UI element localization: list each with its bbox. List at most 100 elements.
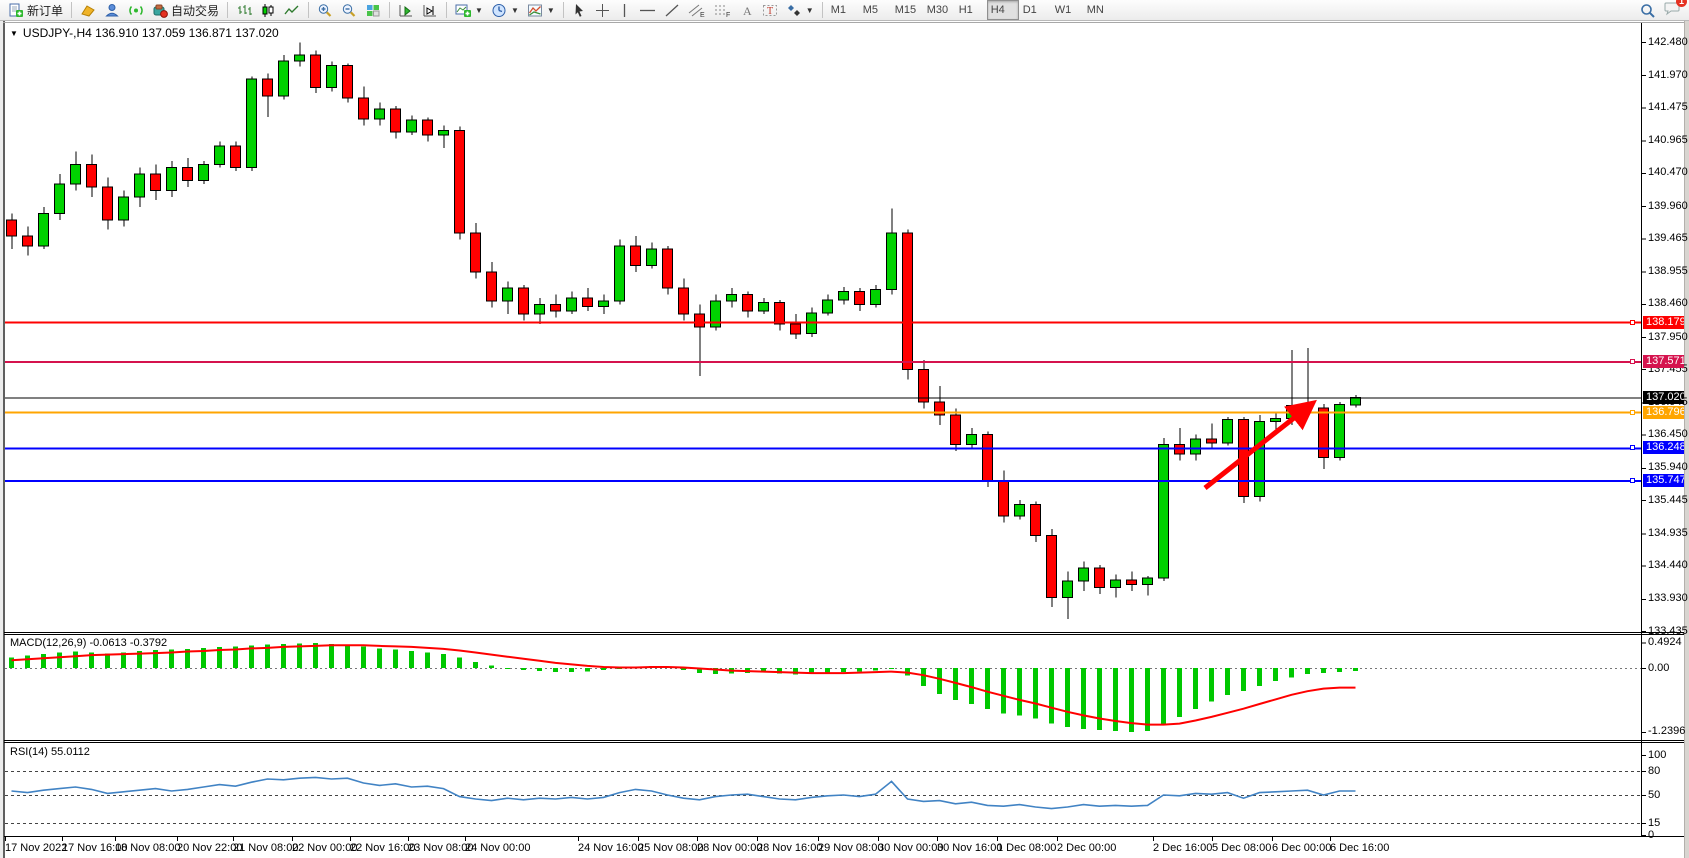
time-axis-tick: 6 Dec 00:00 xyxy=(1272,842,1332,854)
svg-text:F: F xyxy=(726,12,730,18)
market-watch-button[interactable] xyxy=(100,0,124,20)
new-chart-button[interactable]: ▼ xyxy=(451,0,487,20)
price-axis-tick: 138.460 xyxy=(1648,297,1688,310)
hline-drag-handle[interactable] xyxy=(1630,359,1635,365)
profile-icon xyxy=(81,4,95,17)
candlestick-chart-button[interactable] xyxy=(256,0,280,20)
rsi-axis-tick: 15 xyxy=(1648,816,1661,829)
toolbar-separator xyxy=(562,2,564,18)
macd-axis-tick: 0.4924 xyxy=(1648,636,1682,649)
periods-button[interactable]: ▼ xyxy=(487,0,523,20)
price-axis-tick: 135.940 xyxy=(1648,461,1688,474)
symbol-dropdown-icon[interactable]: ▼ xyxy=(10,28,18,38)
timeframe-button-mn[interactable]: MN xyxy=(1086,4,1104,16)
time-axis-tick: 6 Dec 16:00 xyxy=(1330,842,1390,854)
tile-windows-icon xyxy=(367,4,380,16)
auto-scroll-icon xyxy=(399,4,413,16)
horizontal-line-button[interactable] xyxy=(635,0,660,20)
search-icon[interactable] xyxy=(1640,3,1656,19)
timeframe-button-d1[interactable]: D1 xyxy=(1022,4,1037,16)
time-axis-tick: 17 Nov 2022 xyxy=(5,842,68,854)
hline-drag-handle[interactable] xyxy=(1630,319,1635,325)
new-order-icon xyxy=(9,3,23,17)
market-watch-icon xyxy=(105,3,119,16)
time-axis-tick: 28 Nov 00:00 xyxy=(697,842,763,854)
vertical-line-button[interactable] xyxy=(614,0,635,20)
clock-icon xyxy=(492,3,506,17)
new-order-label: 新订单 xyxy=(27,3,64,18)
time-axis-tick: 2 Dec 16:00 xyxy=(1153,842,1213,854)
zoom-out-button[interactable] xyxy=(337,0,361,20)
timeframe-button-m1[interactable]: M1 xyxy=(830,4,846,16)
hline-drag-handle[interactable] xyxy=(1630,478,1635,483)
crosshair-icon xyxy=(595,3,609,17)
chart-shift-button[interactable] xyxy=(418,0,442,20)
timeframe-button-m5[interactable]: M5 xyxy=(862,4,878,16)
chart-title: ▼ USDJPY-,H4 136.910 137.059 136.871 137… xyxy=(10,26,279,40)
timeframe-button-m15[interactable]: M15 xyxy=(894,4,917,16)
arrows-button[interactable]: ▼ xyxy=(782,0,818,20)
price-axis-tick: 139.960 xyxy=(1648,199,1688,212)
navigator-button[interactable] xyxy=(124,0,148,20)
auto-trading-button[interactable]: 自动交易 xyxy=(148,0,223,20)
price-axis-tick: 137.950 xyxy=(1648,330,1688,343)
price-axis-tick: 135.445 xyxy=(1648,493,1688,506)
hline-price-badge: 137.571 xyxy=(1643,355,1684,369)
equidistant-channel-button[interactable]: E xyxy=(684,0,710,20)
equidistant-channel-icon: E xyxy=(688,4,705,18)
macd-axis-tick: -1.2396 xyxy=(1648,725,1686,738)
hline-drag-handle[interactable] xyxy=(1630,445,1635,451)
text-label-button[interactable]: T xyxy=(758,0,782,20)
price-axis-tick: 140.470 xyxy=(1648,166,1688,179)
hline-price-badge: 135.747 xyxy=(1643,474,1684,487)
crosshair-button[interactable] xyxy=(591,0,614,20)
time-axis-tick: 2 Dec 00:00 xyxy=(1057,842,1117,854)
hline-drag-handle[interactable] xyxy=(1630,409,1635,415)
timeframe-button-w1[interactable]: W1 xyxy=(1054,4,1072,16)
arrows-icon xyxy=(787,4,800,16)
text-label-icon: T xyxy=(762,4,777,17)
price-axis-tick: 136.450 xyxy=(1648,428,1688,441)
text-icon: A xyxy=(743,4,752,18)
price-axis-tick: 133.930 xyxy=(1648,592,1688,605)
bar-chart-button[interactable] xyxy=(232,0,256,20)
line-chart-icon xyxy=(284,5,299,14)
cursor-icon xyxy=(575,3,583,17)
svg-text:T: T xyxy=(767,6,773,17)
price-axis-tick: 142.480 xyxy=(1648,35,1688,48)
price-axis-tick: 133.435 xyxy=(1648,624,1688,637)
timeframe-button-m30[interactable]: M30 xyxy=(926,4,949,16)
main-toolbar: 新订单 自动交易 ▼ ▼ ▼ E F A T ▼ M1 M5 M15 M30 H1 H4 D… xyxy=(0,0,1689,21)
current-price-badge: 137.020 xyxy=(1643,391,1684,405)
templates-button[interactable]: ▼ xyxy=(523,0,559,20)
window-left-gutter xyxy=(0,21,3,858)
chart-profile-button[interactable] xyxy=(76,0,100,20)
rsi-indicator-label: RSI(14) 55.0112 xyxy=(10,746,90,758)
macd-indicator-label: MACD(12,26,9) -0.0613 -0.3792 xyxy=(10,637,168,649)
symbol-ohlc-label: USDJPY-,H4 136.910 137.059 136.871 137.0… xyxy=(22,26,279,40)
new-order-button[interactable]: 新订单 xyxy=(4,0,67,20)
tile-windows-button[interactable] xyxy=(361,0,385,20)
window-resize-strip[interactable] xyxy=(1684,21,1689,858)
auto-trading-label: 自动交易 xyxy=(171,3,220,18)
notifications-button[interactable]: 1 xyxy=(1664,0,1687,21)
timeframe-button-h4[interactable]: H4 xyxy=(986,0,1019,20)
fibonacci-icon: F xyxy=(714,5,730,18)
time-axis-tick: 21 Nov 08:00 xyxy=(233,842,299,854)
fibonacci-button[interactable]: F xyxy=(710,0,736,20)
timeframe-button-h1[interactable]: H1 xyxy=(958,4,973,16)
trendline-button[interactable] xyxy=(660,0,684,20)
rsi-axis-tick: 80 xyxy=(1648,764,1661,777)
template-icon xyxy=(527,4,542,16)
time-axis-tick: 18 Nov 08:00 xyxy=(115,842,181,854)
dropdown-arrow-icon: ▼ xyxy=(510,5,519,15)
toolbar-separator xyxy=(446,2,448,18)
hline-price-badge: 138.179 xyxy=(1643,315,1684,329)
cursor-button[interactable] xyxy=(568,0,591,20)
auto-scroll-button[interactable] xyxy=(394,0,418,20)
zoom-in-button[interactable] xyxy=(313,0,337,20)
timeframe-toolbar: M1 M5 M15 M30 H1 H4 D1 W1 MN xyxy=(827,0,1115,20)
text-button[interactable]: A xyxy=(736,0,758,20)
line-chart-button[interactable] xyxy=(280,0,304,20)
